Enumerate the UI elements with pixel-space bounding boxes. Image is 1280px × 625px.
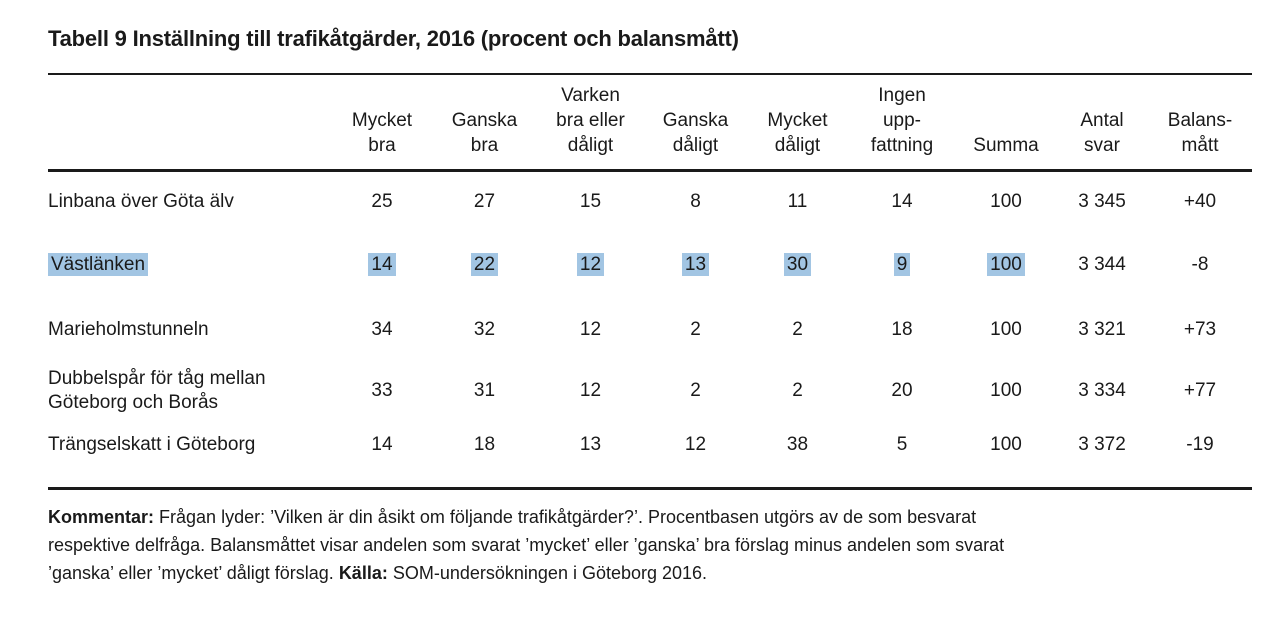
- column-header-mycket-daligt: Mycket dåligt: [767, 110, 828, 156]
- column-header-ganska-daligt: Ganska dåligt: [662, 110, 729, 156]
- cell-value: 8: [690, 191, 701, 213]
- cell-value: -8: [1191, 253, 1209, 275]
- highlighted-value: 13: [681, 252, 710, 276]
- column-header-antal-svar: Antal svar: [1080, 110, 1124, 156]
- cell-value: 3 321: [1078, 318, 1126, 340]
- cell-value: 12: [684, 433, 707, 455]
- highlighted-value: 14: [368, 252, 396, 276]
- cell-value: 2: [690, 379, 701, 401]
- table-row-marieholmstunneln: Marieholmstunneln 34 32 12 2 2 18 100 3 …: [48, 297, 1252, 363]
- cell-value: 12: [579, 318, 602, 340]
- source-label: Källa:: [338, 563, 388, 583]
- comment-label: Kommentar:: [48, 507, 155, 527]
- highlighted-value: 30: [783, 252, 812, 276]
- cell-value: 27: [473, 191, 496, 213]
- cell-value: 12: [579, 379, 602, 401]
- highlighted-value: 12: [576, 252, 605, 276]
- cell-value: 20: [891, 379, 913, 401]
- row-label: Trängselskatt i Göteborg: [48, 433, 256, 455]
- table-row-vastlanken-highlighted: Västlänken 14 22 12 13 30 9 100 3 344 -8: [48, 233, 1252, 297]
- cell-value: 14: [371, 433, 393, 455]
- row-label: Dubbelspår för tåg mellan Göteborg och B…: [48, 367, 266, 413]
- traffic-attitudes-table: Mycket bra Ganska bra Varken bra eller d…: [48, 73, 1252, 490]
- cell-value: 11: [787, 191, 808, 213]
- cell-value: 2: [792, 379, 803, 401]
- source-text: SOM-undersökningen i Göteborg 2016.: [392, 563, 708, 583]
- header-row: Mycket bra Ganska bra Varken bra eller d…: [48, 74, 1252, 171]
- comment-paragraph: Kommentar: Frågan lyder: ’Vilken är din …: [48, 503, 1252, 587]
- cell-value: 5: [896, 433, 908, 455]
- cell-value: 31: [473, 379, 496, 401]
- column-header-varken: Varken bra eller dåligt: [556, 85, 625, 156]
- cell-value: 33: [371, 379, 393, 401]
- cell-value: 3 345: [1078, 191, 1126, 213]
- cell-value: 13: [644, 233, 747, 297]
- cell-value: 14: [891, 191, 913, 213]
- cell-value: 100: [990, 433, 1022, 455]
- cell-value: 22: [432, 233, 537, 297]
- cell-value: 13: [579, 433, 602, 455]
- cell-value: 30: [747, 233, 848, 297]
- cell-value: 100: [990, 379, 1022, 401]
- cell-value: 3 344: [1078, 253, 1126, 275]
- row-label: Västlänken: [48, 233, 332, 297]
- cell-value: 18: [473, 433, 496, 455]
- comment-text: Frågan lyder: ’Vilken är din åsikt om fö…: [48, 507, 1005, 583]
- column-header-empty: [48, 74, 332, 171]
- highlighted-value: 9: [893, 252, 911, 276]
- cell-value: 18: [891, 318, 913, 340]
- highlighted-text: Västlänken: [48, 252, 149, 276]
- cell-value: 2: [792, 318, 803, 340]
- document-page: Tabell 9 Inställning till trafikåtgärder…: [48, 26, 1252, 587]
- column-header-mycket-bra: Mycket bra: [351, 110, 413, 156]
- cell-value: 25: [371, 191, 393, 213]
- cell-value: 3 372: [1078, 433, 1126, 455]
- highlighted-value: 22: [470, 252, 499, 276]
- cell-value: 32: [473, 318, 496, 340]
- cell-value: 14: [332, 233, 432, 297]
- cell-value: 2: [690, 318, 701, 340]
- cell-value: 100: [990, 191, 1022, 213]
- row-label: Marieholmstunneln: [48, 318, 209, 340]
- highlighted-value: 100: [987, 252, 1025, 276]
- cell-value: 100: [956, 233, 1056, 297]
- table-row-dubbelspar: Dubbelspår för tåg mellan Göteborg och B…: [48, 363, 1252, 419]
- table-title: Tabell 9 Inställning till trafikåtgärder…: [48, 26, 739, 51]
- cell-value: 34: [371, 318, 393, 340]
- cell-value: +73: [1183, 318, 1217, 340]
- cell-value: 12: [537, 233, 644, 297]
- column-header-ganska-bra: Ganska bra: [451, 110, 518, 156]
- cell-value: +77: [1183, 379, 1217, 401]
- column-header-summa: Summa: [973, 135, 1039, 156]
- column-header-ingen-uppfattning: Ingen upp- fattning: [870, 85, 934, 156]
- table-row-linbana: Linbana över Göta älv 25 27 15 8 11 14 1…: [48, 171, 1252, 233]
- table-row-trangselskatt: Trängselskatt i Göteborg 14 18 13 12 38 …: [48, 419, 1252, 489]
- cell-value: 3 334: [1078, 379, 1126, 401]
- cell-value: 38: [786, 433, 809, 455]
- row-label: Linbana över Göta älv: [48, 191, 234, 213]
- column-header-balansmatt: Balans- mått: [1167, 110, 1233, 156]
- cell-value: -19: [1186, 433, 1214, 455]
- cell-value: 15: [579, 191, 602, 213]
- cell-value: 100: [990, 318, 1022, 340]
- cell-value: 9: [848, 233, 956, 297]
- cell-value: +40: [1183, 191, 1217, 213]
